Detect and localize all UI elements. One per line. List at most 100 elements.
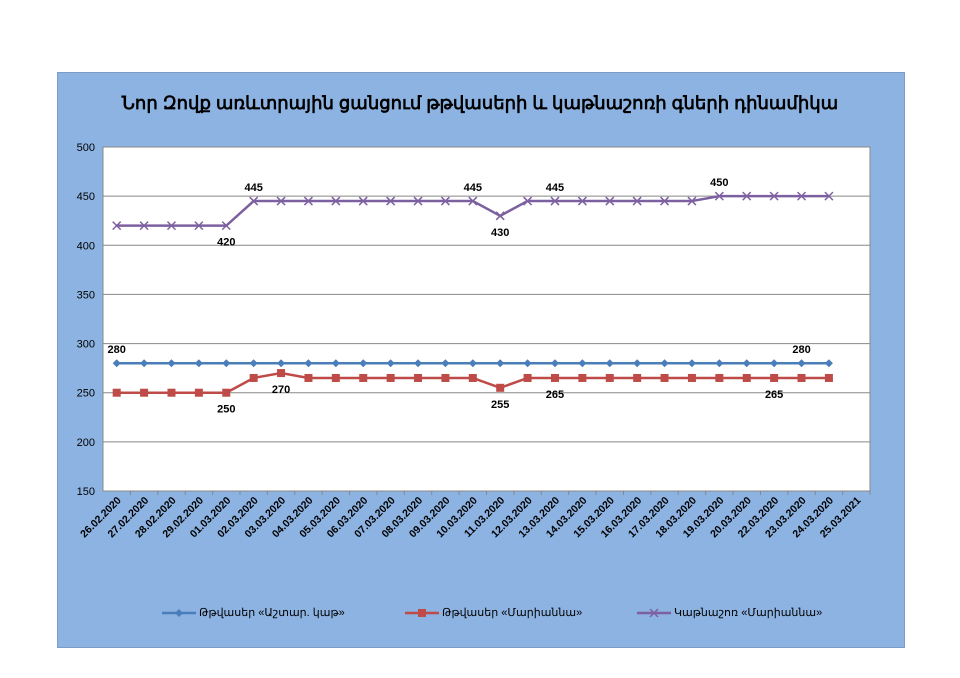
data-point bbox=[222, 359, 231, 368]
data-point bbox=[194, 221, 204, 231]
data-point bbox=[359, 359, 368, 368]
legend-label: Թթվասեր «Աշտար. կաթ» bbox=[199, 607, 345, 619]
data-point bbox=[605, 373, 614, 382]
data-label: 445 bbox=[464, 182, 482, 194]
data-point bbox=[277, 359, 286, 368]
data-point bbox=[633, 373, 642, 382]
data-point bbox=[414, 373, 423, 382]
data-point bbox=[496, 359, 505, 368]
y-tick-label: 450 bbox=[77, 191, 95, 203]
data-point bbox=[166, 221, 177, 231]
data-point bbox=[770, 359, 779, 368]
data-point bbox=[632, 196, 642, 206]
y-tick-label: 250 bbox=[77, 388, 95, 400]
data-point bbox=[358, 196, 368, 206]
data-point bbox=[605, 359, 614, 368]
data-point bbox=[687, 373, 696, 382]
data-point bbox=[660, 373, 669, 382]
data-point bbox=[249, 359, 258, 368]
data-point bbox=[824, 359, 833, 368]
data-label: 420 bbox=[217, 237, 235, 249]
data-label: 255 bbox=[491, 399, 509, 411]
data-point bbox=[742, 373, 751, 382]
data-label: 430 bbox=[491, 227, 509, 239]
data-point bbox=[304, 373, 313, 382]
data-point bbox=[112, 359, 121, 368]
legend-item-2: Կաթնաշոռ «Մարիաննա» bbox=[637, 606, 822, 619]
data-point bbox=[796, 191, 807, 201]
y-tick-label: 200 bbox=[77, 437, 95, 449]
data-point bbox=[468, 196, 478, 206]
data-point bbox=[303, 196, 313, 206]
data-point bbox=[660, 359, 669, 368]
data-point bbox=[175, 608, 183, 617]
data-point bbox=[441, 373, 450, 382]
data-point bbox=[742, 359, 751, 368]
data-point bbox=[221, 221, 231, 231]
data-label: 265 bbox=[765, 389, 783, 401]
data-point bbox=[386, 196, 396, 206]
chart-title: Նոր Զովք առևտրային ցանցում թթվասերի և կա… bbox=[121, 93, 839, 113]
data-point bbox=[194, 359, 203, 368]
data-label: 280 bbox=[792, 344, 810, 356]
data-point bbox=[140, 388, 149, 397]
data-point bbox=[523, 359, 532, 368]
data-point bbox=[249, 196, 259, 206]
data-point bbox=[414, 359, 423, 368]
data-point bbox=[742, 191, 752, 201]
data-point bbox=[824, 191, 834, 201]
data-point bbox=[770, 373, 779, 382]
data-point bbox=[523, 373, 532, 382]
legend-item-1: Թթվասեր «Մարիաննա» bbox=[405, 606, 582, 619]
data-label: 445 bbox=[244, 182, 262, 194]
data-point bbox=[359, 373, 368, 382]
data-point bbox=[577, 196, 587, 206]
data-point bbox=[167, 388, 176, 397]
y-tick-label: 350 bbox=[77, 289, 95, 301]
y-tick-label: 400 bbox=[77, 240, 95, 252]
data-point bbox=[687, 359, 696, 368]
data-point bbox=[440, 196, 450, 206]
data-point bbox=[331, 196, 341, 206]
data-point bbox=[797, 373, 806, 382]
data-label: 250 bbox=[217, 404, 235, 416]
legend-marker-2 bbox=[637, 607, 671, 618]
data-point bbox=[769, 191, 779, 201]
data-point bbox=[578, 373, 587, 382]
data-point bbox=[495, 211, 505, 221]
y-tick-label: 300 bbox=[77, 339, 95, 351]
data-point bbox=[331, 359, 340, 368]
y-tick-label: 500 bbox=[77, 142, 95, 154]
data-point bbox=[249, 373, 258, 382]
data-point bbox=[418, 608, 426, 617]
legend-item-0: Թթվասեր «Աշտար. կաթ» bbox=[162, 606, 345, 619]
data-point bbox=[797, 359, 806, 368]
data-point bbox=[441, 359, 450, 368]
data-point bbox=[304, 359, 313, 368]
data-point bbox=[194, 388, 203, 397]
data-point bbox=[715, 359, 724, 368]
data-point bbox=[633, 359, 642, 368]
data-point bbox=[550, 196, 560, 206]
y-tick-label: 150 bbox=[77, 486, 95, 498]
data-point bbox=[468, 373, 477, 382]
data-point bbox=[140, 359, 149, 368]
data-point bbox=[649, 607, 659, 618]
data-point bbox=[167, 359, 176, 368]
data-point bbox=[550, 373, 559, 382]
legend-label: Թթվասեր «Մարիաննա» bbox=[442, 607, 583, 619]
data-point bbox=[660, 196, 670, 206]
data-point bbox=[386, 373, 395, 382]
data-point bbox=[277, 369, 286, 378]
data-label: 270 bbox=[272, 384, 290, 396]
data-point bbox=[605, 196, 615, 206]
legend-label: Կաթնաշոռ «Մարիաննա» bbox=[674, 607, 823, 619]
data-point bbox=[714, 191, 724, 201]
data-point bbox=[715, 373, 724, 382]
plot-area bbox=[102, 146, 871, 492]
data-point bbox=[468, 359, 477, 368]
data-point bbox=[550, 359, 559, 368]
data-point bbox=[824, 373, 833, 382]
data-point bbox=[222, 388, 231, 397]
